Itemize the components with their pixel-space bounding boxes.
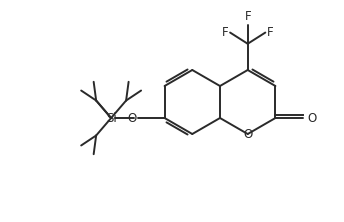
Text: O: O bbox=[308, 111, 317, 125]
Text: F: F bbox=[244, 10, 251, 23]
Text: F: F bbox=[267, 26, 274, 39]
Text: O: O bbox=[243, 127, 252, 141]
Text: F: F bbox=[222, 26, 228, 39]
Text: O: O bbox=[127, 111, 136, 125]
Text: Si: Si bbox=[106, 111, 117, 125]
